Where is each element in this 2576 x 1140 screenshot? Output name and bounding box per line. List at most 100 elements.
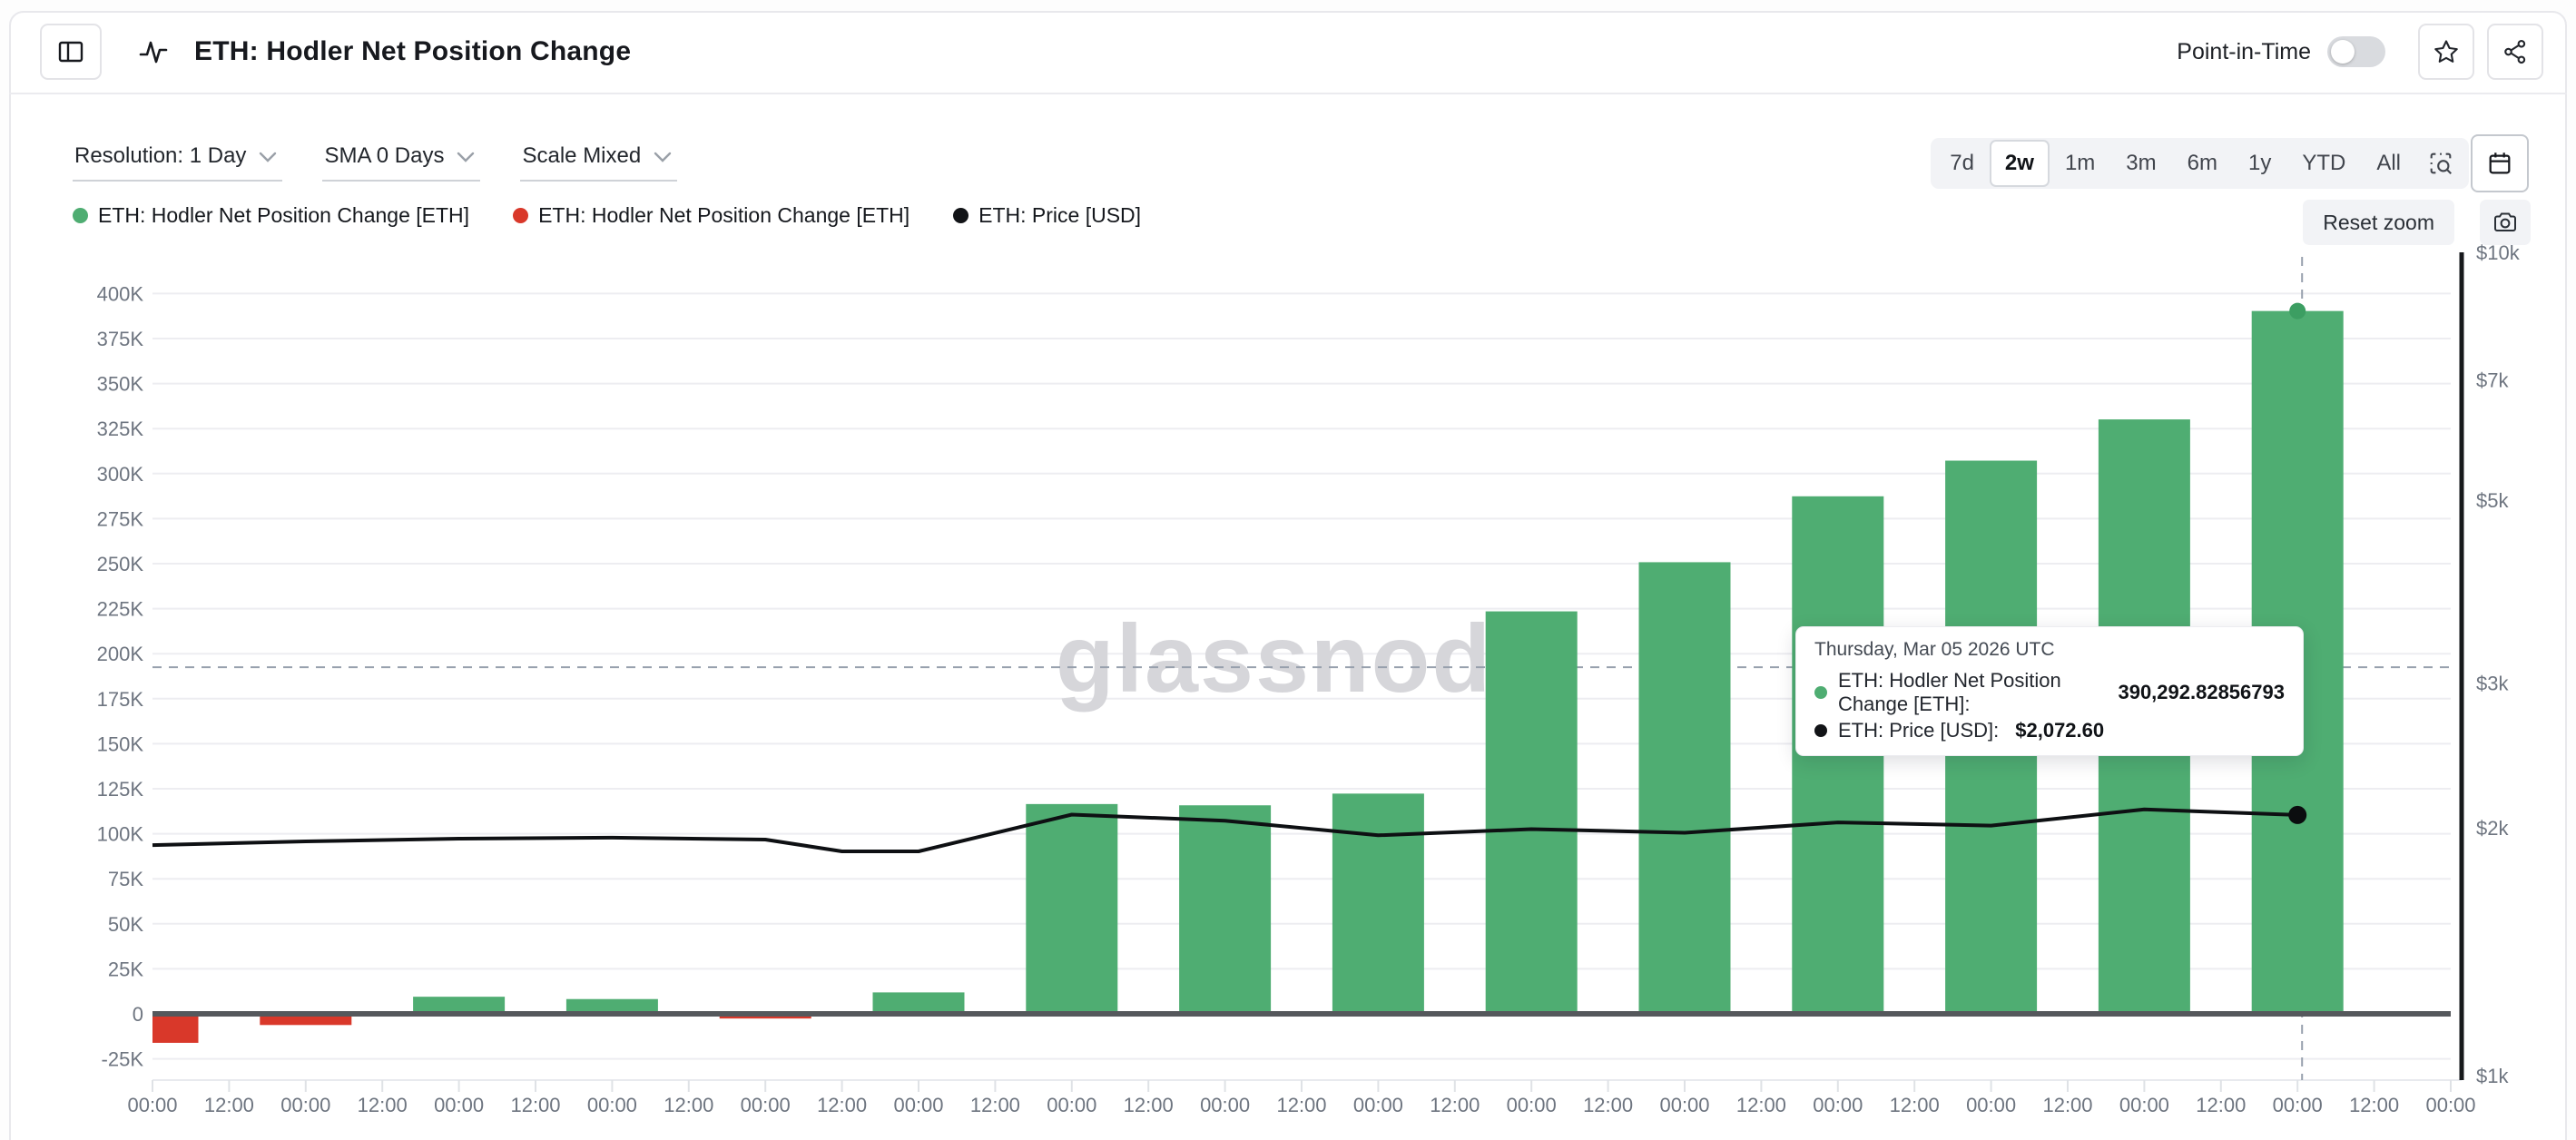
right-axis-tick: $7k [2476, 369, 2509, 391]
range-button-1m[interactable]: 1m [2064, 151, 2096, 175]
dropdown-label: Resolution: 1 Day [74, 143, 247, 168]
legend-item-0[interactable]: ETH: Hodler Net Position Change [ETH] [73, 203, 469, 228]
x-axis-tick-label: 00:00 [1200, 1094, 1250, 1116]
tooltip-label: ETH: Price [USD]: [1838, 719, 2000, 742]
x-axis-tick-label: 12:00 [1736, 1094, 1786, 1116]
legend-item-2[interactable]: ETH: Price [USD] [953, 203, 1141, 228]
bar-day-7[interactable] [1179, 805, 1272, 1014]
share-icon [2502, 38, 2529, 65]
toggle-knob [2331, 40, 2355, 64]
left-axis-tick: 400K [97, 282, 144, 305]
calendar-icon [2486, 150, 2513, 177]
left-axis-tick: 200K [97, 643, 144, 665]
header-bar: ETH: Hodler Net Position Change Point-in… [9, 11, 2567, 94]
x-axis-tick-label: 00:00 [2425, 1094, 2475, 1116]
share-button[interactable] [2487, 24, 2543, 80]
right-axis-tick: $10k [2476, 241, 2521, 264]
tooltip-row: ETH: Hodler Net Position Change [ETH]: 39… [1814, 669, 2285, 716]
bar-day-5[interactable] [872, 992, 965, 1014]
range-button-3m[interactable]: 3m [2126, 151, 2157, 175]
x-axis-tick-label: 12:00 [970, 1094, 1020, 1116]
legend-label: ETH: Hodler Net Position Change [ETH] [538, 203, 910, 227]
chart-legend: ETH: Hodler Net Position Change [ETH] ETH… [73, 203, 1141, 228]
metric-pulse-icon [138, 35, 171, 68]
bar-series [107, 310, 2344, 1043]
tooltip-label: ETH: Hodler Net Position Change [ETH]: [1838, 669, 2061, 715]
x-axis-tick-label: 12:00 [1430, 1094, 1480, 1116]
x-axis-tick-label: 00:00 [1507, 1094, 1557, 1116]
x-axis-tick-label: 00:00 [280, 1094, 330, 1116]
dropdown-sma[interactable]: SMA 0 Days [322, 143, 481, 182]
range-button-1y[interactable]: 1y [2247, 151, 2272, 175]
x-axis-tick-label: 12:00 [1583, 1094, 1633, 1116]
filter-dropdowns: Resolution: 1 Day SMA 0 Days Scale Mixed [73, 143, 678, 182]
bar-day-0[interactable] [107, 1014, 199, 1043]
bar-day-3[interactable] [565, 998, 658, 1014]
x-axis-tick-label: 12:00 [664, 1094, 713, 1116]
reset-zoom-button[interactable]: Reset zoom [2303, 200, 2454, 245]
left-axis-tick: 225K [97, 598, 144, 621]
price-line [152, 807, 2298, 853]
dropdown-scale[interactable]: Scale Mixed [520, 143, 678, 182]
tooltip-row: ETH: Price [USD]: $2,072.60 [1814, 719, 2285, 742]
legend-label: ETH: Price [USD] [978, 203, 1142, 227]
x-axis-tick-label: 12:00 [1276, 1094, 1326, 1116]
bar-day-2[interactable] [413, 997, 506, 1014]
bar-day-8[interactable] [1332, 793, 1424, 1014]
screenshot-button[interactable] [2480, 200, 2531, 245]
x-axis-tick-label: 00:00 [2119, 1094, 2169, 1116]
range-button-2w[interactable]: 2w [1989, 140, 2050, 187]
legend-dot [953, 208, 969, 223]
left-axis-tick: 375K [97, 328, 144, 350]
x-axis-tick-label: 12:00 [510, 1094, 560, 1116]
zoom-area-icon [2427, 150, 2454, 177]
x-axis-tick-label: 12:00 [204, 1094, 254, 1116]
legend-dot [73, 208, 88, 223]
bar-day-9[interactable] [1485, 611, 1578, 1014]
x-axis-tick-label: 12:00 [1890, 1094, 1940, 1116]
chevron-down-icon [457, 143, 475, 162]
left-axis-tick: 25K [108, 958, 143, 980]
chart-tooltip: Thursday, Mar 05 2026 UTC ETH: Hodler Ne… [1795, 626, 2304, 756]
range-button-ytd[interactable]: YTD [2302, 151, 2346, 175]
zoom-area-button[interactable] [2416, 142, 2465, 185]
dropdown-resolution[interactable]: Resolution: 1 Day [73, 143, 283, 182]
left-axis-tick: 350K [97, 373, 144, 396]
x-axis-tick-label: 12:00 [358, 1094, 408, 1116]
dropdown-label: SMA 0 Days [324, 143, 445, 168]
tooltip-date: Thursday, Mar 05 2026 UTC [1814, 639, 2055, 660]
x-axis-tick-label: 00:00 [2273, 1094, 2323, 1116]
favorite-button[interactable] [2418, 24, 2474, 80]
legend-item-1[interactable]: ETH: Hodler Net Position Change [ETH] [513, 203, 909, 228]
custom-date-button[interactable] [2471, 134, 2529, 192]
range-button-all[interactable]: All [2376, 151, 2401, 175]
left-axis-tick: -25K [102, 1048, 144, 1071]
range-button-7d[interactable]: 7d [1950, 151, 1974, 175]
right-axis-tick: $1k [2476, 1065, 2509, 1087]
range-button-6m[interactable]: 6m [2187, 151, 2217, 175]
x-axis-tick-label: 12:00 [817, 1094, 867, 1116]
x-axis-tick-label: 00:00 [1047, 1094, 1096, 1116]
x-axis-tick-label: 00:00 [1813, 1094, 1863, 1116]
point-in-time-label: Point-in-Time [2177, 38, 2311, 64]
page-title: ETH: Hodler Net Position Change [194, 36, 632, 66]
left-axis-tick: 250K [97, 553, 144, 575]
point-in-time-toggle[interactable] [2327, 36, 2385, 67]
left-axis-tick: 100K [97, 823, 144, 846]
hover-marker-bar [2289, 302, 2306, 319]
left-axis-tick: 0 [133, 1003, 143, 1026]
bar-day-6[interactable] [1026, 803, 1118, 1014]
left-axis-tick: 325K [97, 418, 144, 440]
watermark: glassnode [1056, 605, 1548, 712]
hover-marker-price [2288, 805, 2307, 824]
left-axis-tick: 50K [108, 913, 143, 936]
bar-day-1[interactable] [260, 1014, 352, 1026]
sidebar-toggle-button[interactable] [40, 24, 102, 80]
right-axis-tick: $3k [2476, 672, 2509, 694]
sidebar-panel-icon [56, 37, 85, 66]
left-axis-tick: 175K [97, 688, 144, 711]
x-axis-tick-label: 00:00 [127, 1094, 177, 1116]
bar-day-10[interactable] [1638, 562, 1731, 1014]
